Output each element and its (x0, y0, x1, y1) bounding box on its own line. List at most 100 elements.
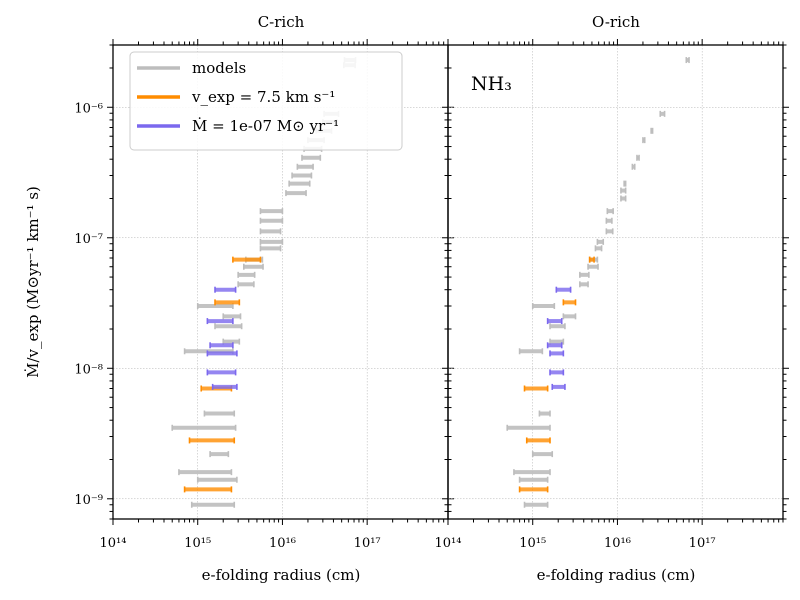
data-segment (523, 385, 549, 392)
data-segment (605, 228, 614, 235)
x-tick-label: 10¹⁵ (519, 536, 546, 551)
y-tick-label: 10⁻⁹ (74, 493, 103, 508)
data-segment (549, 323, 566, 330)
panel-title-c-rich: C-rich (258, 13, 305, 31)
y-tick-label: 10⁻⁸ (74, 362, 103, 377)
legend: models v_exp = 7.5 km s⁻¹ Ṁ = 1e-07 M⊙ y… (129, 51, 403, 151)
data-segment (214, 323, 243, 330)
data-segment (171, 424, 237, 431)
x-axis-label-o-rich: e-folding radius (cm) (537, 566, 696, 584)
data-segment (196, 476, 238, 483)
species-annotation: NH₃ (471, 73, 512, 95)
x-tick-label: 10¹⁶ (604, 536, 631, 551)
data-segment (209, 451, 230, 458)
data-segment (518, 486, 549, 493)
data-segment (606, 208, 614, 215)
data-segment (523, 501, 549, 508)
data-segment (596, 238, 605, 245)
data-segment (518, 348, 544, 355)
data-segment (587, 263, 599, 270)
data-segment (623, 180, 627, 187)
x-tick-label: 10¹⁷ (354, 536, 381, 551)
data-segment (285, 190, 307, 197)
x-tick-label: 10¹⁴ (435, 536, 462, 551)
x-tick-label: 10¹⁷ (689, 536, 716, 551)
data-segment (525, 437, 551, 444)
data-segment (579, 271, 590, 278)
data-segment (518, 476, 549, 483)
data-segment (513, 469, 551, 476)
legend-label-models: models (192, 59, 246, 77)
data-segment (551, 383, 566, 390)
ticks-c-rich: 10¹⁴ 10¹⁵ 10¹⁶ 10¹⁷ 10⁻⁹ 10⁻⁸ 10⁻⁷ 10⁻⁶ (74, 39, 454, 551)
data-segment (291, 172, 313, 179)
x-tick-label: 10¹⁶ (269, 536, 296, 551)
data-segment (211, 383, 238, 390)
data-segment (546, 318, 563, 325)
data-segment (605, 217, 613, 224)
data-segment (562, 313, 577, 320)
data-segment (214, 299, 241, 306)
data-segment (301, 154, 322, 161)
data-segment (206, 350, 238, 357)
marks-o-rich (506, 57, 690, 508)
data-segment (650, 127, 654, 134)
data-segment (546, 342, 563, 349)
data-segment (206, 318, 234, 325)
data-segment (259, 228, 282, 235)
data-segment (538, 410, 551, 417)
data-segment (190, 501, 236, 508)
legend-label-vexp: v_exp = 7.5 km s⁻¹ (191, 88, 335, 106)
data-segment (594, 245, 603, 252)
panel-o-rich: O-rich 10¹⁴ 10¹⁵ 10¹⁶ 10¹⁷ e-folding radius… (435, 13, 789, 584)
panel-title-o-rich: O-rich (592, 13, 640, 31)
data-segment (214, 286, 237, 293)
axes-frame-o-rich (447, 44, 784, 520)
data-segment (206, 369, 237, 376)
data-segment (636, 154, 640, 161)
ticks-o-rich: 10¹⁴ 10¹⁵ 10¹⁶ 10¹⁷ (435, 39, 789, 551)
data-segment (631, 163, 636, 170)
data-segment (549, 350, 565, 357)
data-segment (555, 286, 572, 293)
data-segment (243, 263, 264, 270)
data-segment (259, 245, 282, 252)
data-segment (222, 313, 242, 320)
data-segment (562, 299, 577, 306)
data-segment (203, 410, 236, 417)
data-segment (288, 180, 311, 187)
data-segment (183, 486, 233, 493)
data-segment (259, 208, 284, 215)
x-axis-label-c-rich: e-folding radius (cm) (202, 566, 361, 584)
data-segment (506, 424, 551, 431)
x-tick-label: 10¹⁵ (184, 536, 211, 551)
data-segment (232, 256, 262, 263)
data-segment (642, 137, 646, 144)
y-tick-label: 10⁻⁶ (74, 101, 103, 116)
x-tick-label: 10¹⁴ (100, 536, 127, 551)
data-segment (259, 238, 284, 245)
data-segment (579, 281, 589, 288)
data-segment (531, 451, 554, 458)
data-segment (588, 256, 595, 263)
data-segment (549, 369, 565, 376)
data-segment (209, 342, 234, 349)
data-segment (237, 271, 256, 278)
data-segment (237, 281, 255, 288)
legend-box (129, 51, 403, 151)
grid-o-rich (448, 45, 783, 519)
panel-c-rich: C-rich 10¹⁴ 10¹⁵ 10¹⁶ 10¹⁷10⁻⁹10⁻⁸10⁻⁷10⁻⁶ … (24, 13, 454, 584)
y-tick-label: 10⁻⁷ (74, 232, 103, 247)
data-segment (620, 195, 627, 202)
data-segment (685, 57, 690, 64)
data-segment (178, 469, 233, 476)
data-segment (296, 163, 314, 170)
data-segment (659, 110, 666, 117)
data-segment (259, 217, 284, 224)
data-segment (620, 187, 627, 194)
y-axis-label: Ṁ/v_exp (M⊙yr⁻¹ km⁻¹ s) (24, 186, 42, 378)
legend-label-mdot: Ṁ = 1e-07 M⊙ yr⁻¹ (192, 117, 339, 135)
data-segment (188, 437, 236, 444)
data-segment (531, 303, 556, 310)
